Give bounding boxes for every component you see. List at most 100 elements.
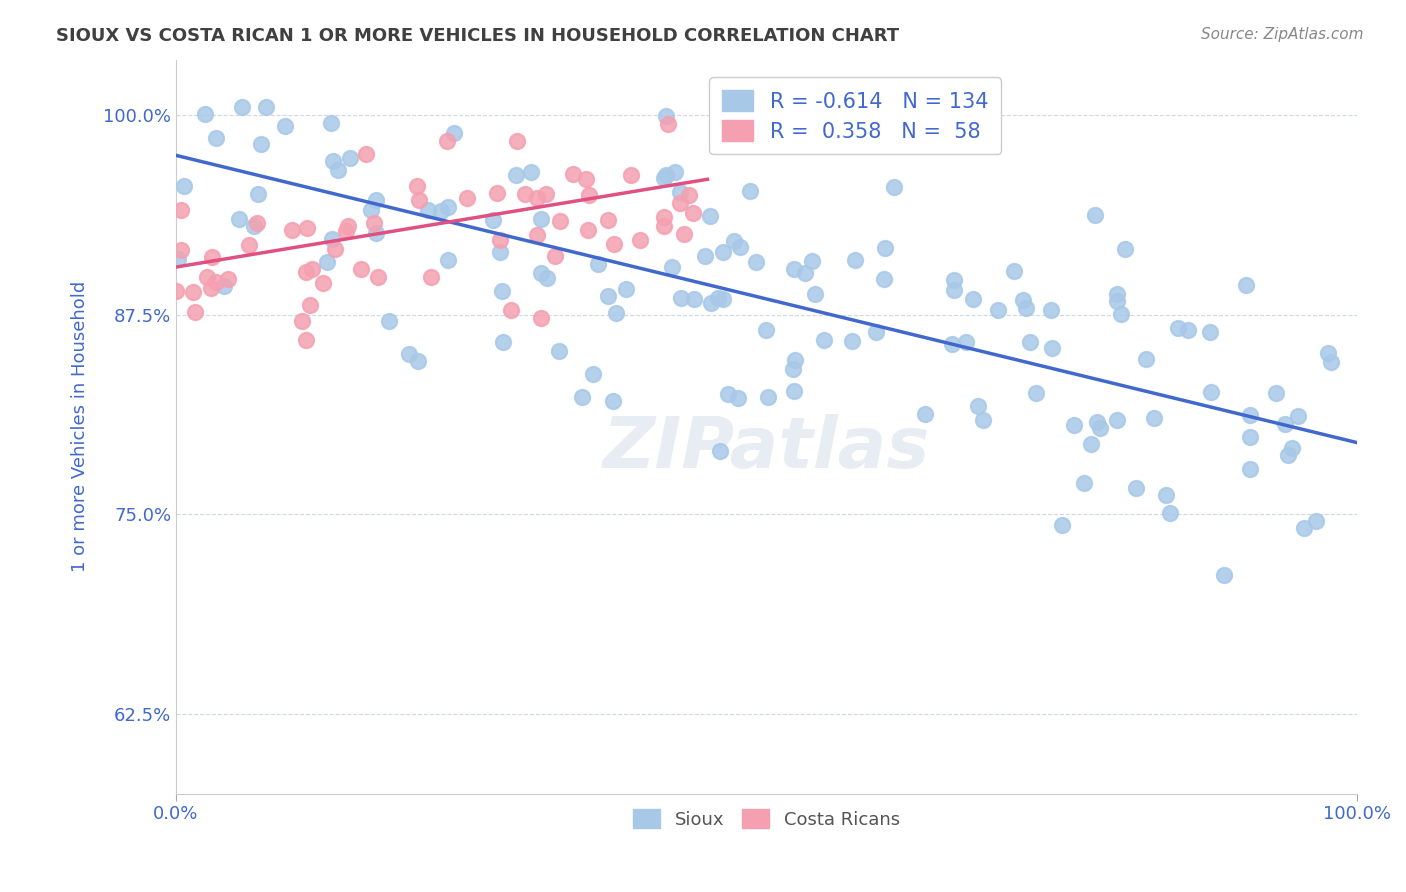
Point xyxy=(682,206,704,220)
Point xyxy=(1019,335,1042,350)
Point xyxy=(274,119,297,133)
Point xyxy=(605,306,627,320)
Point xyxy=(205,275,228,289)
Point xyxy=(728,240,751,254)
Point xyxy=(655,109,678,123)
Point xyxy=(1080,437,1102,451)
Point xyxy=(526,191,548,205)
Point xyxy=(652,171,675,186)
Point xyxy=(1084,208,1107,222)
Point xyxy=(316,254,339,268)
Point xyxy=(1002,264,1025,278)
Point xyxy=(782,261,804,276)
Point xyxy=(1264,386,1286,401)
Point xyxy=(603,236,626,251)
Point xyxy=(1125,481,1147,495)
Point xyxy=(420,269,443,284)
Point xyxy=(914,407,936,421)
Point xyxy=(297,221,319,235)
Point xyxy=(378,313,401,327)
Point xyxy=(201,250,224,264)
Point xyxy=(782,361,804,376)
Point xyxy=(246,187,269,202)
Point xyxy=(1088,421,1111,435)
Point xyxy=(1073,475,1095,490)
Point xyxy=(364,226,387,240)
Point xyxy=(800,254,823,268)
Point xyxy=(281,222,304,236)
Point xyxy=(323,242,346,256)
Point xyxy=(813,334,835,348)
Text: Source: ZipAtlas.com: Source: ZipAtlas.com xyxy=(1201,27,1364,42)
Point xyxy=(530,310,553,325)
Point xyxy=(1159,506,1181,520)
Point xyxy=(436,134,458,148)
Point xyxy=(513,186,536,201)
Point xyxy=(661,260,683,274)
Text: SIOUX VS COSTA RICAN 1 OR MORE VEHICLES IN HOUSEHOLD CORRELATION CHART: SIOUX VS COSTA RICAN 1 OR MORE VEHICLES … xyxy=(56,27,900,45)
Point xyxy=(356,147,378,161)
Point xyxy=(1012,293,1035,307)
Point xyxy=(614,282,637,296)
Point xyxy=(717,387,740,401)
Point xyxy=(962,292,984,306)
Point xyxy=(987,303,1010,318)
Point xyxy=(1014,301,1036,316)
Point xyxy=(941,337,963,351)
Point xyxy=(711,244,734,259)
Point xyxy=(723,234,745,248)
Point xyxy=(598,289,620,303)
Point xyxy=(578,188,600,202)
Point xyxy=(246,215,269,229)
Point xyxy=(366,193,388,207)
Point xyxy=(243,219,266,233)
Point xyxy=(883,180,905,194)
Point xyxy=(669,195,692,210)
Point xyxy=(1167,321,1189,335)
Point xyxy=(170,202,193,217)
Point xyxy=(1063,418,1085,433)
Y-axis label: 1 or more Vehicles in Household: 1 or more Vehicles in Household xyxy=(72,281,89,573)
Point xyxy=(437,252,460,267)
Point xyxy=(526,228,548,243)
Point xyxy=(312,276,335,290)
Point xyxy=(1281,441,1303,455)
Point xyxy=(586,257,609,271)
Point xyxy=(326,162,349,177)
Point xyxy=(844,253,866,268)
Point xyxy=(1305,514,1327,528)
Point xyxy=(295,333,318,347)
Point xyxy=(194,107,217,121)
Point xyxy=(711,293,734,307)
Point xyxy=(794,266,817,280)
Point xyxy=(955,334,977,349)
Point xyxy=(943,283,966,297)
Point xyxy=(1239,430,1261,444)
Point xyxy=(1316,346,1339,360)
Point xyxy=(744,254,766,268)
Point xyxy=(408,194,430,208)
Point xyxy=(437,200,460,214)
Point xyxy=(841,334,863,348)
Point xyxy=(678,187,700,202)
Point xyxy=(655,168,678,182)
Point xyxy=(668,185,690,199)
Point xyxy=(1277,448,1299,462)
Point xyxy=(505,169,527,183)
Point xyxy=(561,167,583,181)
Point xyxy=(1040,303,1063,318)
Point xyxy=(628,233,651,247)
Point xyxy=(429,204,451,219)
Point xyxy=(486,186,509,201)
Point xyxy=(1114,242,1136,256)
Point xyxy=(363,216,385,230)
Point xyxy=(1085,415,1108,429)
Point xyxy=(1154,488,1177,502)
Point xyxy=(488,233,510,247)
Point xyxy=(652,210,675,224)
Point xyxy=(250,136,273,151)
Point xyxy=(254,100,277,114)
Point xyxy=(1212,568,1234,582)
Point xyxy=(755,323,778,337)
Point xyxy=(398,347,420,361)
